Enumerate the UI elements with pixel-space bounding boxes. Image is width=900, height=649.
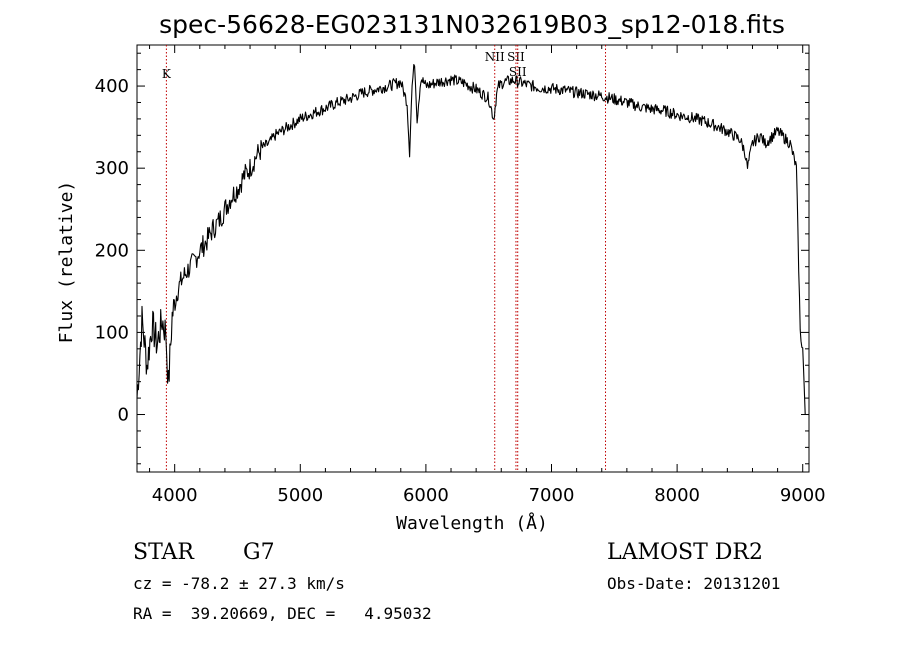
y-tick-label: 0 xyxy=(118,405,129,426)
x-axis-label: Wavelength (Å) xyxy=(396,512,548,534)
plot-area: 4000 5000 6000 7000 8000 9000 0 100 200 300 400 K NI… xyxy=(95,44,826,506)
redshift-text: cz = -78.2 ± 27.3 km/s xyxy=(133,574,345,593)
spectral-line-label: SII xyxy=(507,50,525,64)
x-tick-label: 5000 xyxy=(277,485,323,506)
x-tick-label: 6000 xyxy=(403,485,449,506)
spectrum-line xyxy=(136,63,806,415)
spectral-line-label: SII xyxy=(509,65,527,79)
chart-title: spec-56628-EG023131N032619B03_sp12-018.f… xyxy=(159,10,785,39)
spectral-line-label: K xyxy=(162,67,172,81)
y-axis-label: Flux (relative) xyxy=(56,181,77,344)
object-class: STAR xyxy=(133,540,195,565)
x-tick-label: 9000 xyxy=(780,485,826,506)
x-tick-label: 4000 xyxy=(152,485,198,506)
plot-frame xyxy=(136,44,810,473)
obs-date-text: Obs-Date: 20131201 xyxy=(607,574,780,593)
coordinates-text: RA = 39.20669, DEC = 4.95032 xyxy=(133,604,432,623)
survey-name: LAMOST DR2 xyxy=(607,540,763,565)
x-tick-label: 8000 xyxy=(654,485,700,506)
y-tick-label: 300 xyxy=(95,158,129,179)
y-tick-label: 400 xyxy=(95,76,129,97)
x-tick-label: 7000 xyxy=(529,485,575,506)
spectral-line-label: NII xyxy=(485,50,505,64)
y-tick-label: 200 xyxy=(95,240,129,261)
y-tick-label: 100 xyxy=(95,322,129,343)
object-subclass: G7 xyxy=(243,540,275,565)
